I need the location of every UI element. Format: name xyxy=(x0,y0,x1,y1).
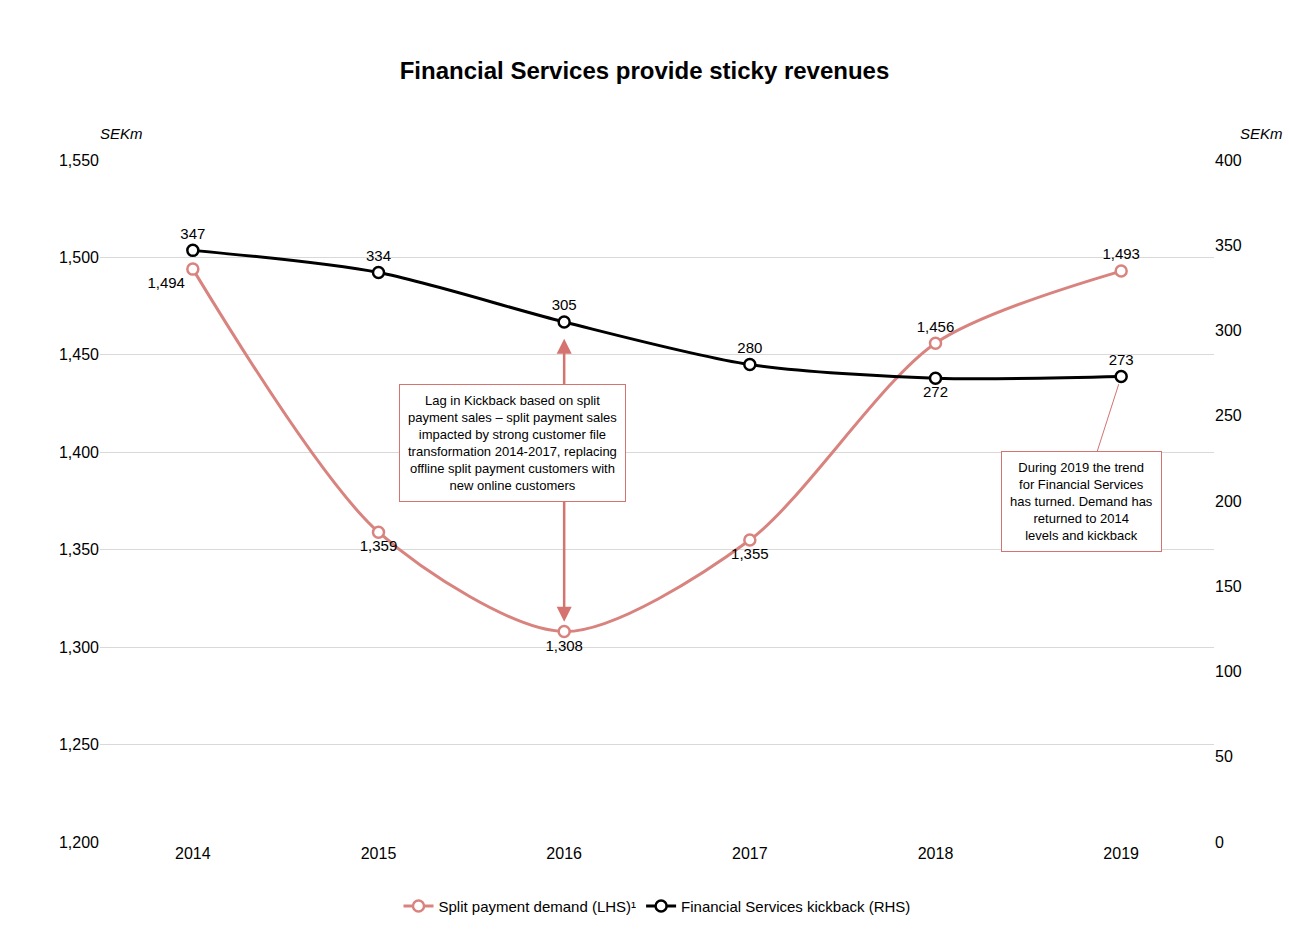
svg-text:300: 300 xyxy=(1215,322,1242,339)
svg-text:Financial Services kickback (R: Financial Services kickback (RHS) xyxy=(681,898,910,915)
svg-text:2019: 2019 xyxy=(1103,845,1139,862)
svg-text:0: 0 xyxy=(1215,834,1224,851)
svg-text:1,456: 1,456 xyxy=(917,318,955,335)
svg-text:347: 347 xyxy=(180,225,205,242)
svg-text:Financial Services provide sti: Financial Services provide sticky revenu… xyxy=(400,57,890,84)
svg-text:1,493: 1,493 xyxy=(1102,245,1140,262)
svg-text:1,250: 1,250 xyxy=(59,736,99,753)
svg-text:1,355: 1,355 xyxy=(731,545,769,562)
svg-text:SEKm: SEKm xyxy=(1240,125,1283,142)
svg-text:During 2019 the trendfor Finan: During 2019 the trendfor Financial Servi… xyxy=(1010,460,1153,543)
svg-text:1,308: 1,308 xyxy=(545,637,583,654)
svg-text:150: 150 xyxy=(1215,578,1242,595)
svg-text:280: 280 xyxy=(737,339,762,356)
svg-text:272: 272 xyxy=(923,383,948,400)
svg-text:Lag in Kickback based on split: Lag in Kickback based on splitpayment sa… xyxy=(408,393,617,493)
svg-text:2014: 2014 xyxy=(175,845,211,862)
svg-text:1,350: 1,350 xyxy=(59,541,99,558)
svg-text:1,359: 1,359 xyxy=(360,537,398,554)
svg-text:2015: 2015 xyxy=(361,845,397,862)
svg-text:1,200: 1,200 xyxy=(59,834,99,851)
svg-text:200: 200 xyxy=(1215,493,1242,510)
svg-text:1,400: 1,400 xyxy=(59,444,99,461)
svg-text:50: 50 xyxy=(1215,748,1233,765)
svg-text:2016: 2016 xyxy=(546,845,582,862)
svg-text:350: 350 xyxy=(1215,237,1242,254)
svg-text:2017: 2017 xyxy=(732,845,768,862)
svg-text:2018: 2018 xyxy=(918,845,954,862)
svg-text:273: 273 xyxy=(1109,351,1134,368)
svg-text:1,300: 1,300 xyxy=(59,639,99,656)
svg-text:1,494: 1,494 xyxy=(147,274,185,291)
svg-text:100: 100 xyxy=(1215,663,1242,680)
svg-text:334: 334 xyxy=(366,247,391,264)
svg-text:Split payment demand (LHS)¹: Split payment demand (LHS)¹ xyxy=(439,898,637,915)
svg-text:305: 305 xyxy=(552,296,577,313)
svg-text:1,500: 1,500 xyxy=(59,249,99,266)
svg-text:250: 250 xyxy=(1215,407,1242,424)
svg-text:1,450: 1,450 xyxy=(59,346,99,363)
svg-text:1,550: 1,550 xyxy=(59,152,99,169)
svg-text:SEKm: SEKm xyxy=(100,125,143,142)
svg-text:400: 400 xyxy=(1215,152,1242,169)
